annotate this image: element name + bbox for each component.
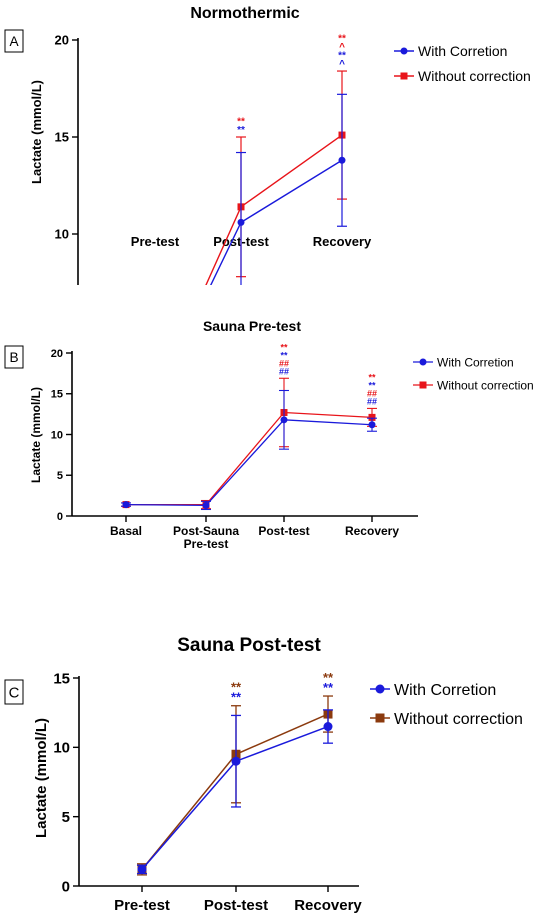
y-tick-label: 10 [51, 429, 63, 441]
y-tick-label: 15 [53, 670, 70, 687]
chart-title: Sauna Pre-test [203, 318, 301, 334]
legend-label: With Corretion [437, 355, 514, 369]
significance-marker: ## [279, 366, 289, 376]
x-tick-label-line: Recovery [294, 897, 362, 914]
significance-marker: ** [368, 380, 376, 390]
y-tick-label: 5 [62, 809, 70, 826]
data-point [237, 218, 245, 226]
panel-label-box [4, 345, 24, 369]
data-point [368, 421, 376, 429]
y-tick-label: 0 [57, 511, 63, 523]
y-tick-label: 5 [57, 470, 63, 482]
significance-marker: ## [367, 396, 377, 406]
x-tick-label: Pre-test [131, 234, 180, 249]
y-tick-label: 10 [55, 227, 69, 242]
x-tick-label: Post-Sauna Pre-test [173, 524, 239, 551]
legend-marker [400, 72, 408, 80]
data-point [137, 864, 147, 874]
significance-marker: ** [368, 372, 376, 382]
x-tick-label-line: Post-test [204, 897, 268, 914]
series-line [154, 134, 343, 400]
significance-marker: ^ [339, 42, 345, 53]
series-line [125, 419, 373, 507]
significance-marker: ** [280, 342, 288, 352]
series-line [141, 725, 329, 870]
panel-a: NormothermicA05101520Pre-testPost-testRe… [0, 0, 550, 436]
panel-label: B [9, 350, 18, 365]
chart-title: Normothermic [190, 5, 299, 22]
significance-marker: ** [323, 680, 334, 695]
y-axis-label: Lactate (mmol/L) [29, 387, 43, 483]
data-point [323, 722, 333, 732]
x-tick-label-line: Recovery [313, 234, 372, 249]
y-tick-label: 20 [51, 348, 63, 360]
panel-label: C [9, 685, 20, 701]
x-tick-label: Post-test [258, 524, 309, 538]
chart-title: Sauna Post-test [177, 635, 321, 656]
x-tick-label: Pre-test [114, 897, 170, 914]
significance-marker: ^ [339, 59, 345, 70]
x-tick-label: Recovery [313, 234, 372, 249]
x-tick-label: Recovery [345, 524, 399, 538]
series-line [154, 159, 343, 402]
chart-group: Sauna Pre-test B 0 5 10 15 20 Basal Post-Sauna Pr… [4, 318, 534, 551]
significance-marker: ** [338, 34, 346, 45]
significance-marker: ## [367, 388, 377, 398]
x-tick-label: Recovery [294, 897, 362, 914]
x-tick-label: Basal [110, 524, 142, 538]
x-tick-label-line: Pre-test [184, 537, 229, 551]
chart-group: NormothermicA05101520Pre-testPost-testRe… [4, 5, 531, 436]
data-point [231, 756, 241, 766]
legend-marker [375, 684, 385, 694]
significance-marker: ** [231, 690, 242, 705]
data-point [338, 156, 346, 164]
panel-b: Sauna Pre-test B 0 5 10 15 20 Basal Post-Sauna Pr… [0, 300, 550, 580]
x-tick-label-line: Post-Sauna [173, 524, 239, 538]
chart-sauna-pre-test: Sauna Pre-test B 0 5 10 15 20 Basal Post-Sauna Pr… [4, 318, 534, 551]
x-tick-label-line: Post-test [258, 524, 309, 538]
y-axis-label: Lactate (mmol/L) [33, 718, 50, 838]
y-tick-label: 10 [53, 740, 70, 757]
y-tick-label: 15 [55, 130, 69, 145]
legend-label: Without correction [437, 378, 534, 392]
y-tick-label: 15 [51, 389, 63, 401]
legend-marker [419, 381, 427, 389]
data-point [122, 501, 130, 509]
chart-group: Sauna Post-test C 0 5 10 15 Pre-test Post-test R… [4, 635, 523, 914]
significance-marker: ** [231, 680, 242, 695]
y-tick-label: 0 [62, 878, 70, 895]
legend-label: Without correction [394, 711, 523, 728]
x-tick-label-line: Basal [110, 524, 142, 538]
legend-marker [375, 713, 385, 723]
x-tick-label-line: Pre-test [131, 234, 180, 249]
significance-marker: ** [280, 350, 288, 360]
panel-c: Sauna Post-test C 0 5 10 15 Pre-test Post-test R… [0, 618, 550, 919]
significance-marker: ## [279, 358, 289, 368]
x-tick-label-line: Pre-test [114, 897, 170, 914]
panel-label: A [9, 34, 19, 49]
significance-marker: ** [237, 125, 245, 136]
data-point [202, 501, 210, 509]
x-tick-label-line: Recovery [345, 524, 399, 538]
chart-normothermic: NormothermicA05101520Pre-testPost-testRe… [4, 5, 531, 436]
significance-marker: ** [323, 670, 334, 685]
y-tick-label: 20 [55, 33, 69, 48]
significance-marker: ** [237, 117, 245, 128]
data-point [368, 413, 376, 421]
legend-label: With Corretion [394, 682, 496, 699]
chart-sauna-post-test: Sauna Post-test C 0 5 10 15 Pre-test Post-test R… [4, 635, 523, 914]
significance-marker: ** [338, 51, 346, 62]
y-axis-label: Lactate (mmol/L) [29, 80, 44, 184]
data-point [280, 416, 288, 424]
panel-label-box [4, 679, 24, 705]
legend-marker [400, 47, 408, 55]
legend-label: With Corretion [418, 43, 507, 59]
legend-label: Without correction [418, 68, 531, 84]
x-tick-label: Post-test [204, 897, 268, 914]
legend-marker [419, 358, 427, 366]
panel-label-box [4, 29, 24, 53]
